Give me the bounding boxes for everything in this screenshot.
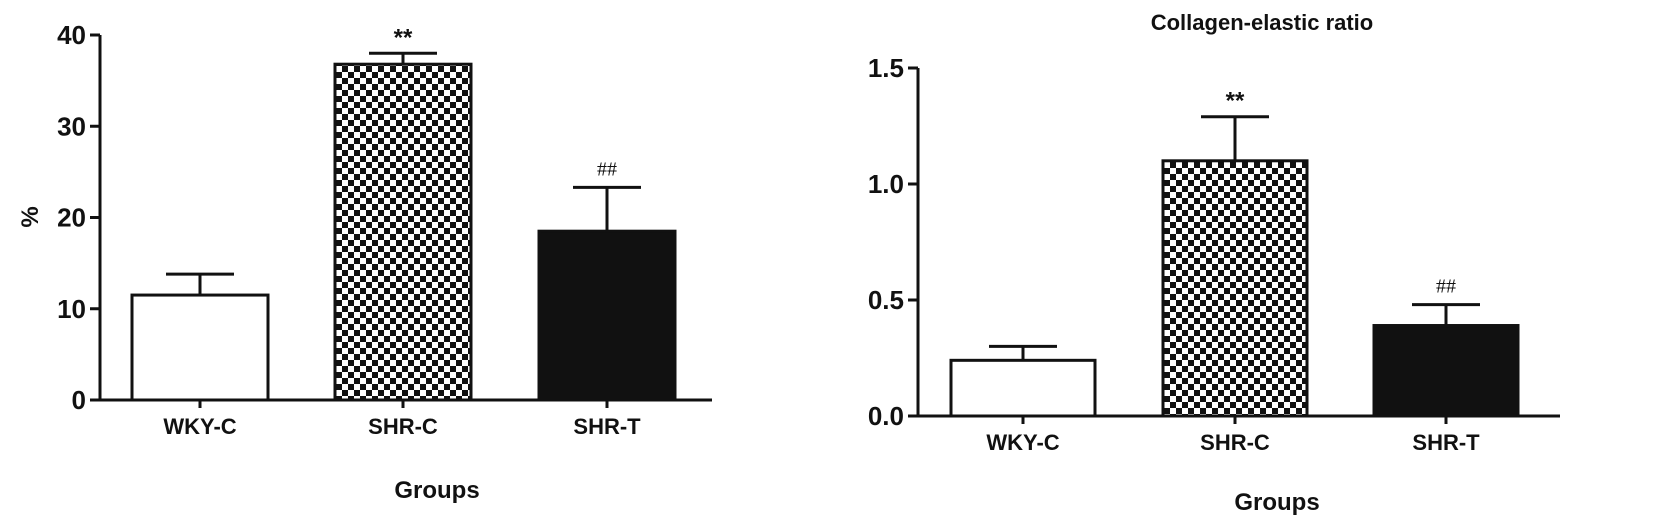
y-tick-label: 30 <box>57 111 86 141</box>
y-tick-label: 1.0 <box>868 169 904 199</box>
bar-shr-c <box>333 62 473 402</box>
bar-wky-c <box>130 293 270 402</box>
chart-collagen-elastic-ratio: Collagen-elastic ratio Groups 0.0 0.5 1.0 1… <box>868 10 1560 516</box>
y-tick-label: 1.5 <box>868 53 904 83</box>
y-tick-label: 20 <box>57 203 86 233</box>
y-tick-label: 0 <box>72 385 86 415</box>
bar-shr-t <box>1372 324 1520 418</box>
x-tick-label: WKY-C <box>986 430 1059 455</box>
y-tick-label: 40 <box>57 20 86 50</box>
y-tick-label: 0.0 <box>868 401 904 431</box>
bar-wky-c <box>949 358 1097 418</box>
significance-label: ## <box>1436 276 1456 298</box>
x-tick-label: SHR-T <box>573 414 641 439</box>
x-axis-title: Groups <box>394 477 479 504</box>
x-tick-label: WKY-C <box>163 414 236 439</box>
x-axis-title: Groups <box>1234 489 1319 516</box>
chart-title: Collagen-elastic ratio <box>1151 10 1374 35</box>
x-tick-label: SHR-C <box>368 414 438 439</box>
significance-label: ** <box>1226 88 1245 115</box>
significance-label: ** <box>394 24 413 51</box>
x-tick-label: SHR-T <box>1412 430 1480 455</box>
y-axis-title: % <box>17 206 44 227</box>
x-tick-label: SHR-C <box>1200 430 1270 455</box>
y-tick-label: 0.5 <box>868 285 904 315</box>
significance-label: ## <box>597 158 617 180</box>
bar-shr-c <box>1161 159 1309 418</box>
bar-shr-t <box>537 229 677 402</box>
chart-percent: % Groups 0 10 20 30 40 WKY-C ** SHR-C ## SHR-T <box>17 20 712 504</box>
y-tick-label: 10 <box>57 294 86 324</box>
